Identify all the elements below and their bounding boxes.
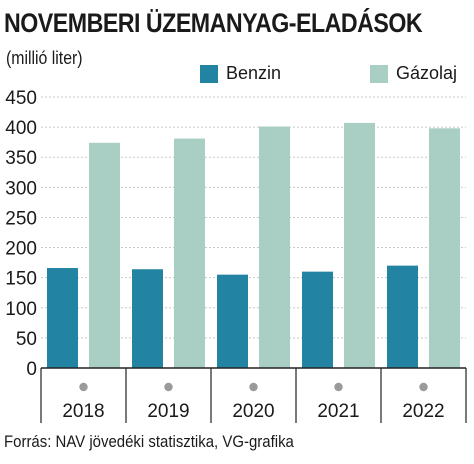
y-tick-label: 300 <box>5 178 37 199</box>
category-marker-dot <box>164 382 173 392</box>
bar-benzin <box>387 265 418 368</box>
chart-title: NOVEMBERI ÜZEMANYAG-ELADÁSOK <box>4 8 423 38</box>
bar-benzin <box>302 271 333 368</box>
unit-label: (millió liter) <box>6 48 83 68</box>
bar-gazolaj <box>174 138 205 368</box>
legend-label-benzin: Benzin <box>226 63 282 83</box>
category-marker-dot <box>249 382 258 392</box>
x-tick-label: 2021 <box>317 401 359 422</box>
y-tick-label: 150 <box>5 269 37 290</box>
category-marker-dot <box>79 382 88 392</box>
bar-gazolaj <box>344 122 375 368</box>
x-tick-label: 2022 <box>402 401 444 422</box>
y-tick-label: 450 <box>5 88 37 109</box>
source-note: Forrás: NAV jövedéki statisztika, VG-gra… <box>4 432 294 451</box>
y-tick-label: 200 <box>5 239 37 260</box>
legend-swatch-gazolaj <box>370 64 388 83</box>
legend-label-gazolaj: Gázolaj <box>396 63 458 83</box>
bar-gazolaj <box>259 126 290 369</box>
x-tick-label: 2019 <box>147 401 189 422</box>
bar-gazolaj <box>89 142 120 368</box>
x-tick-label: 2020 <box>232 401 274 422</box>
y-tick-label: 350 <box>5 148 37 169</box>
y-tick-label: 250 <box>5 208 37 229</box>
x-tick-label: 2018 <box>62 401 104 422</box>
y-tick-label: 100 <box>5 299 37 320</box>
bar-gazolaj <box>429 128 460 368</box>
legend-swatch-benzin <box>200 64 218 83</box>
category-marker-dot <box>334 382 343 392</box>
legend-item-benzin: Benzin <box>200 63 281 84</box>
bar-benzin <box>132 269 163 368</box>
y-tick-label: 400 <box>5 118 37 139</box>
legend-item-gazolaj: Gázolaj <box>370 63 457 84</box>
bar-benzin <box>217 274 248 368</box>
y-tick-label: 0 <box>26 359 37 380</box>
bar-benzin <box>47 268 78 368</box>
category-marker-dot <box>419 382 428 392</box>
y-tick-label: 50 <box>16 329 37 350</box>
